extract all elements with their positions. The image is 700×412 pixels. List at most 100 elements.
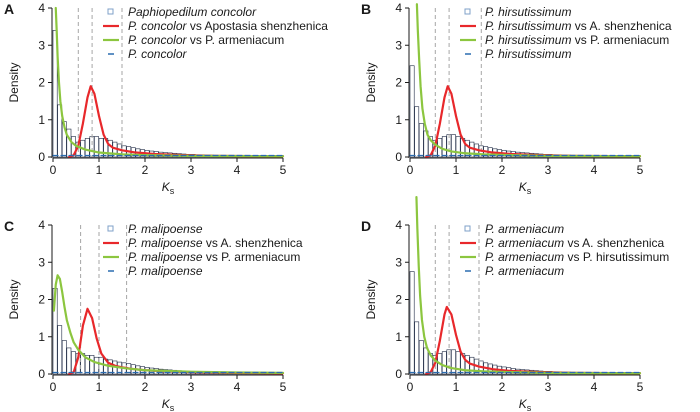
y-tick-label: 1: [38, 113, 45, 127]
histogram-bar: [414, 321, 420, 375]
y-axis-title: Density: [7, 62, 21, 102]
legend-label: P. malipoense: [128, 264, 203, 278]
histogram-bar: [409, 271, 415, 375]
legend-label: P. hirsutissimum: [485, 5, 571, 19]
histogram-bar: [441, 136, 447, 158]
x-tick-label: 4: [234, 380, 241, 394]
histogram-bar: [57, 104, 63, 158]
y-axis-title: Density: [364, 279, 378, 319]
x-tick-label: 1: [453, 163, 460, 177]
histogram-bar: [84, 138, 90, 158]
legend-label-species: P. armeniacum: [485, 236, 564, 250]
x-axis-title: Ks: [519, 180, 532, 196]
legend-label-comparison: vs P. armeniacum: [203, 250, 301, 264]
x-tick-label: 2: [142, 380, 149, 394]
legend-label: P. hirsutissimum vs A. shenzhenica: [485, 19, 672, 33]
y-tick-label: 2: [38, 76, 45, 90]
histogram-bar: [89, 355, 95, 375]
x-tick-label: 1: [453, 380, 460, 394]
panel-letter: B: [361, 1, 371, 17]
histogram-bar: [98, 138, 104, 158]
y-tick-label: 4: [38, 1, 45, 15]
histogram-bar: [61, 340, 67, 375]
y-tick-label: 4: [38, 218, 45, 232]
histogram-bar: [57, 325, 63, 375]
x-tick-label: 3: [188, 163, 195, 177]
x-axis-title: Ks: [519, 397, 532, 412]
legend-label-species: P. hirsutissimum: [485, 33, 571, 47]
x-axis-title-main: K: [519, 397, 528, 411]
y-tick-label: 0: [38, 150, 45, 164]
histogram-bar: [455, 136, 461, 158]
x-tick-label: 0: [50, 163, 57, 177]
x-tick-label: 5: [637, 163, 644, 177]
legend-label-species: P. malipoense: [128, 236, 203, 250]
x-tick-label: 0: [50, 380, 57, 394]
x-tick-label: 4: [591, 380, 598, 394]
legend-label-species: P. armeniacum: [485, 222, 564, 236]
y-axis-title: Density: [364, 62, 378, 102]
legend-label-comparison: vs P. hirsutissimum: [564, 250, 669, 264]
x-tick-label: 3: [545, 380, 552, 394]
legend-label-comparison: vs A. shenzhenica: [564, 236, 664, 250]
x-tick-label: 1: [96, 163, 103, 177]
legend-label: P. concolor: [128, 47, 187, 61]
x-tick-label: 2: [499, 163, 506, 177]
legend-label: P. hirsutissimum: [485, 47, 571, 61]
y-tick-label: 3: [395, 38, 402, 52]
histogram-bar: [409, 65, 415, 158]
legend-label: P. malipoense vs P. armeniacum: [128, 250, 300, 264]
histogram-bar: [418, 340, 424, 375]
y-axis-title: Density: [7, 279, 21, 319]
x-axis-title-sub: s: [527, 186, 532, 196]
panel-letter: A: [4, 1, 14, 17]
legend-label: P. concolor vs Apostasia shenzhenica: [128, 19, 328, 33]
legend-label: P. armeniacum vs P. hirsutissimum: [485, 250, 669, 264]
x-tick-label: 2: [499, 380, 506, 394]
x-axis-title-sub: s: [527, 403, 532, 412]
x-tick-label: 0: [407, 380, 414, 394]
legend-label: P. armeniacum: [485, 222, 564, 236]
x-tick-label: 3: [188, 380, 195, 394]
x-axis-title-sub: s: [170, 403, 175, 412]
legend-label: P. malipoense: [128, 222, 203, 236]
y-tick-label: 0: [395, 367, 402, 381]
legend-label-species: P. malipoense: [128, 222, 203, 236]
histogram-bar: [446, 134, 452, 158]
x-tick-label: 5: [280, 163, 287, 177]
y-tick-label: 3: [38, 255, 45, 269]
legend-label: P. armeniacum vs A. shenzhenica: [485, 236, 665, 250]
panel-letter: C: [4, 218, 14, 234]
y-tick-label: 2: [395, 293, 402, 307]
histogram-bar: [66, 347, 72, 375]
y-tick-label: 4: [395, 218, 402, 232]
x-tick-label: 5: [280, 380, 287, 394]
histogram-bar: [455, 351, 461, 375]
legend-label: P. hirsutissimum vs P. armeniacum: [485, 33, 669, 47]
legend-histogram-swatch: [464, 225, 471, 232]
legend-label-species: P. concolor: [128, 47, 187, 61]
x-tick-label: 5: [637, 380, 644, 394]
histogram-bar: [98, 356, 104, 375]
panel-a: A 0 1 2 3 4 5 0 1 2 3 4 Density Ks Paphiopedilum conco…: [4, 1, 328, 196]
legend-label: Paphiopedilum concolor: [128, 5, 257, 19]
histogram-bar: [464, 355, 470, 375]
x-tick-label: 3: [545, 163, 552, 177]
legend-label-species: P. armeniacum: [485, 250, 564, 264]
histogram-bar: [451, 134, 456, 158]
y-tick-label: 2: [38, 293, 45, 307]
legend-label-comparison: vs A. shenzhenica: [203, 236, 303, 250]
legend-label-comparison: vs P. armeniacum: [571, 33, 669, 47]
y-tick-label: 1: [395, 113, 402, 127]
legend-label-species: P. armeniacum: [485, 264, 564, 278]
x-tick-label: 4: [591, 163, 598, 177]
series-decay-line: [52, 274, 285, 374]
y-tick-label: 3: [395, 255, 402, 269]
histogram-bar: [94, 356, 99, 375]
legend-histogram-swatch: [107, 8, 114, 15]
histogram-bar: [418, 123, 424, 158]
legend-histogram-swatch: [107, 225, 114, 232]
legend-label-comparison: vs Apostasia shenzhenica: [186, 19, 328, 33]
